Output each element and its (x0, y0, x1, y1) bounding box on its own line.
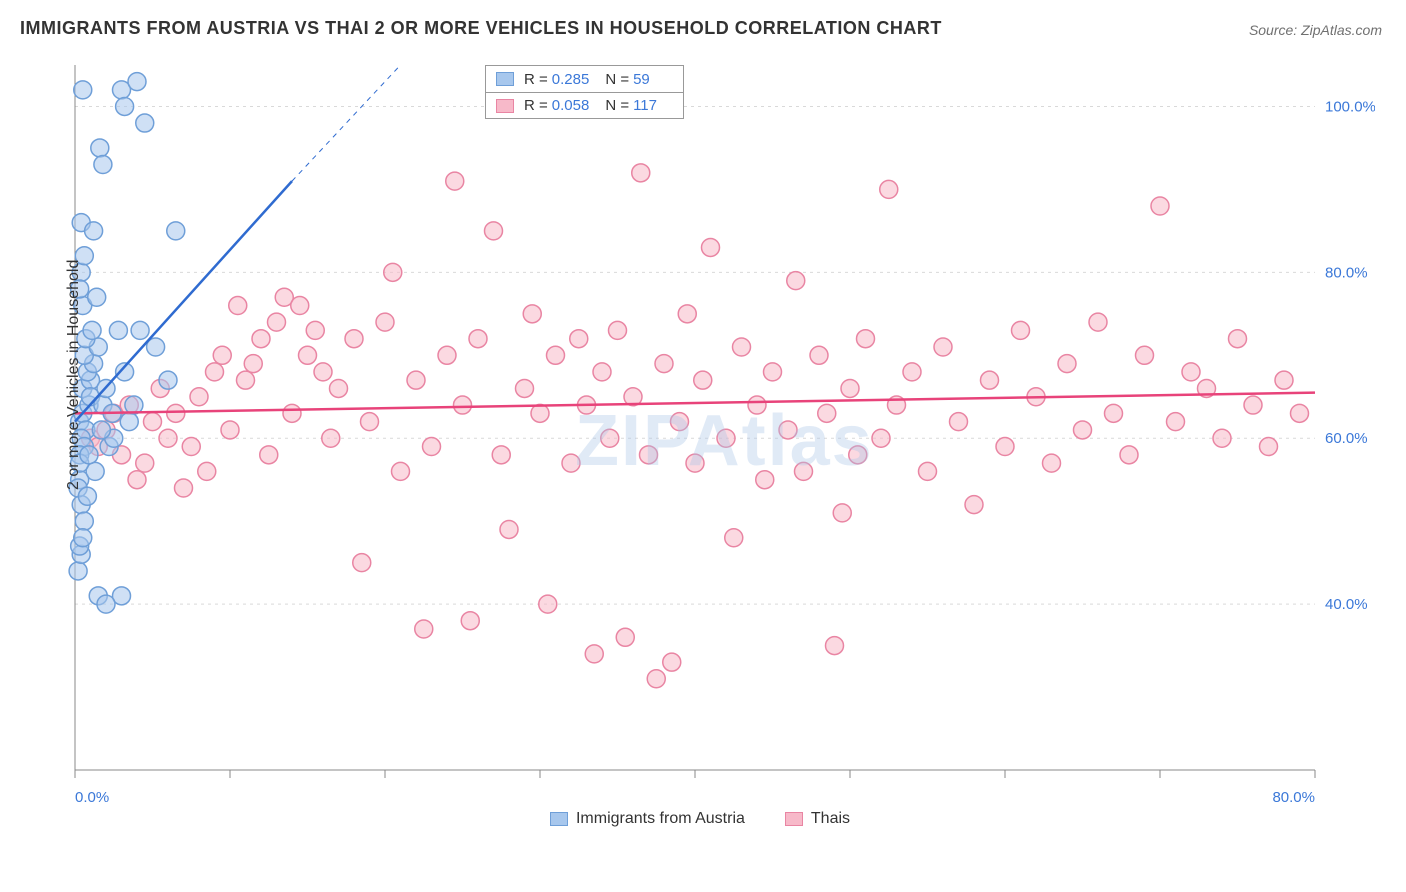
r-value-thai: 0.058 (552, 97, 590, 114)
austria-points (69, 73, 185, 614)
svg-text:40.0%: 40.0% (1325, 596, 1368, 613)
y-tick-labels: 40.0% 60.0% 80.0% 100.0% (1325, 98, 1375, 613)
thai-points (82, 164, 1309, 688)
chart-source: Source: ZipAtlas.com (1249, 22, 1382, 38)
n-value-austria: 59 (633, 71, 650, 88)
legend-item-thai: Thais (785, 810, 850, 828)
chart-title: IMMIGRANTS FROM AUSTRIA VS THAI 2 OR MOR… (20, 18, 942, 39)
legend-item-austria: Immigrants from Austria (550, 810, 745, 828)
swatch-thai-icon (496, 99, 514, 113)
r-label: R = (524, 97, 548, 114)
n-label: N = (605, 71, 629, 88)
series-legend: Immigrants from Austria Thais (55, 810, 1345, 828)
legend-label-austria: Immigrants from Austria (576, 810, 745, 828)
legend-row-thai: R = 0.058 N = 117 (486, 92, 683, 118)
svg-text:0.0%: 0.0% (75, 789, 109, 806)
swatch-thai-icon (785, 812, 803, 826)
svg-text:100.0%: 100.0% (1325, 98, 1375, 115)
svg-text:80.0%: 80.0% (1325, 264, 1368, 281)
correlation-legend: R = 0.285 N = 59 R = 0.058 N = 117 (485, 65, 684, 119)
r-label: R = (524, 71, 548, 88)
r-value-austria: 0.285 (552, 71, 590, 88)
svg-text:80.0%: 80.0% (1272, 789, 1315, 806)
swatch-austria-icon (550, 812, 568, 826)
scatter-chart: 40.0% 60.0% 80.0% 100.0% 0.0% 80.0% (55, 60, 1375, 830)
y-axis-label: 2 or more Vehicles in Household (65, 260, 83, 490)
legend-label-thai: Thais (811, 810, 850, 828)
n-label: N = (605, 97, 629, 114)
n-value-thai: 117 (633, 97, 657, 114)
svg-text:60.0%: 60.0% (1325, 430, 1368, 447)
x-tick-labels: 0.0% 80.0% (75, 789, 1315, 806)
swatch-austria-icon (496, 72, 514, 86)
legend-row-austria: R = 0.285 N = 59 (486, 66, 683, 92)
gridlines (75, 106, 1315, 604)
plot-area: 2 or more Vehicles in Household 40.0% 60.… (55, 60, 1375, 830)
axes (75, 65, 1315, 778)
